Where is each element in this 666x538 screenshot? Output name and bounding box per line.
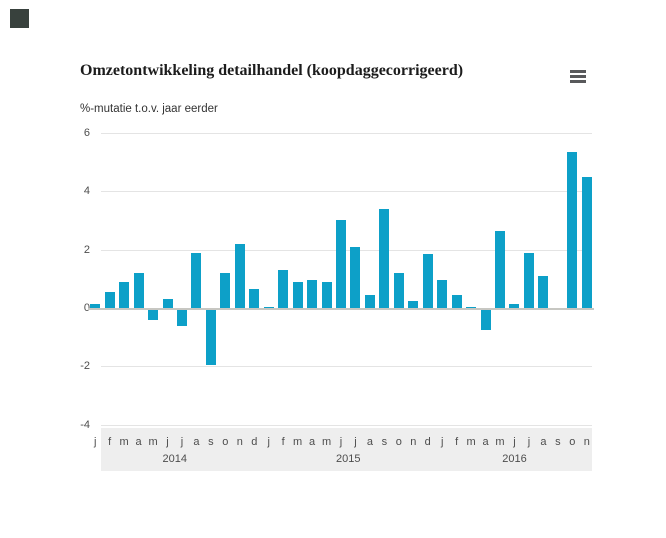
bar xyxy=(234,243,245,308)
x-axis-month-label: f xyxy=(108,436,112,448)
bar xyxy=(408,300,419,308)
x-axis-month-label: a xyxy=(309,436,316,448)
x-axis-month-label: a xyxy=(540,436,547,448)
bar xyxy=(581,176,592,308)
x-axis-month-label: o xyxy=(569,436,576,448)
x-axis-month-label: j xyxy=(354,436,357,448)
x-axis-month-label: a xyxy=(135,436,142,448)
y-axis-label: -4 xyxy=(80,418,90,431)
bar xyxy=(523,252,534,308)
corner-square xyxy=(10,9,29,28)
x-axis-month-label: d xyxy=(251,436,258,448)
bar xyxy=(176,310,187,327)
bar xyxy=(567,151,578,308)
bar xyxy=(437,280,448,308)
bar xyxy=(191,252,202,308)
chart-title: Omzetontwikkeling detailhandel (koopdagg… xyxy=(80,62,464,79)
x-axis-month-label: m xyxy=(321,436,332,448)
chart-subtitle: %-mutatie t.o.v. jaar eerder xyxy=(80,103,218,115)
x-axis-year-label: 2016 xyxy=(502,453,527,465)
x-axis-month-label: o xyxy=(222,436,229,448)
y-axis-label: 0 xyxy=(83,302,90,314)
bar xyxy=(466,306,477,308)
bar xyxy=(220,272,231,308)
axis-band xyxy=(101,428,592,471)
x-axis-month-label: m xyxy=(119,436,129,448)
bar xyxy=(379,208,390,308)
bar xyxy=(321,281,332,308)
chart-menu-button[interactable] xyxy=(570,70,588,86)
y-axis-label: 6 xyxy=(83,126,90,139)
bar xyxy=(393,272,404,308)
x-axis-month-label: s xyxy=(555,436,561,448)
y-axis-label: -2 xyxy=(80,360,90,373)
x-axis-month-label: s xyxy=(381,436,388,448)
zero-line xyxy=(88,308,594,310)
bar xyxy=(336,220,346,308)
bar xyxy=(205,310,216,366)
bar xyxy=(104,291,115,308)
x-axis-month-label: j xyxy=(513,436,516,448)
hamburger-icon xyxy=(570,70,588,83)
x-axis-month-label: a xyxy=(193,436,200,448)
bar xyxy=(422,254,433,308)
y-axis-label: 2 xyxy=(83,243,90,256)
x-axis-month-label: n xyxy=(236,436,243,448)
bar xyxy=(495,230,506,308)
bar xyxy=(480,310,491,331)
x-axis-year-label: 2014 xyxy=(162,453,187,465)
x-axis-month-label: d xyxy=(424,436,431,448)
y-axis-label: 4 xyxy=(83,185,90,198)
x-axis-month-label: j xyxy=(166,436,169,448)
x-axis-month-label: j xyxy=(440,436,444,448)
x-axis-month-label: m xyxy=(466,436,476,448)
x-axis-month-label: f xyxy=(281,436,285,448)
x-axis-month-label: m xyxy=(293,436,303,448)
bar xyxy=(307,280,318,308)
x-axis-month-label: m xyxy=(495,436,505,448)
bar xyxy=(133,272,144,308)
bar xyxy=(249,289,260,308)
gridline xyxy=(101,424,592,426)
bar xyxy=(119,281,130,308)
x-axis-month-label: m xyxy=(148,436,158,448)
bar xyxy=(148,310,159,321)
x-axis-month-label: f xyxy=(455,436,459,448)
x-axis-month-label: a xyxy=(366,436,373,448)
bar xyxy=(509,303,520,308)
bar xyxy=(350,246,361,308)
bar xyxy=(278,270,289,308)
bar xyxy=(451,294,462,308)
x-axis-month-label: j xyxy=(180,436,184,448)
x-axis-month-label: o xyxy=(395,436,402,448)
x-axis-month-label: j xyxy=(267,436,270,448)
x-axis-month-label: n xyxy=(583,436,590,448)
bar xyxy=(364,294,375,308)
x-axis-month-label: j xyxy=(527,436,531,448)
gridline xyxy=(101,249,592,251)
x-axis-month-label: a xyxy=(482,436,489,448)
bar xyxy=(90,303,101,308)
x-axis-month-label: n xyxy=(410,436,417,448)
gridline xyxy=(101,132,592,134)
x-axis-month-label: s xyxy=(208,436,214,448)
x-axis-month-label: j xyxy=(93,436,97,448)
x-axis-year-label: 2015 xyxy=(335,453,361,465)
bar xyxy=(162,299,173,308)
bar xyxy=(263,306,274,308)
bar xyxy=(538,275,549,308)
gridline xyxy=(101,191,592,193)
gridline xyxy=(101,366,592,368)
bar xyxy=(292,281,303,308)
x-axis-month-label: j xyxy=(339,436,343,448)
